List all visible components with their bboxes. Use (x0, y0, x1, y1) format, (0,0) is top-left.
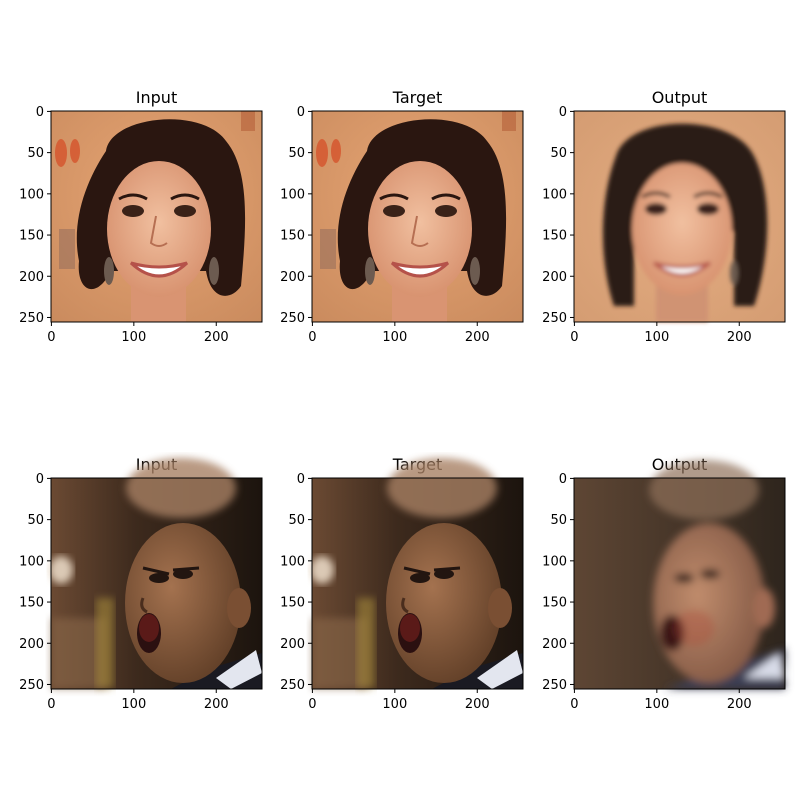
panel-title: Output (652, 88, 708, 107)
x-tick-label: 100 (382, 330, 407, 345)
y-tick-label: 200 (280, 270, 305, 285)
y-tick-label: 200 (542, 637, 567, 652)
y-tick-label: 200 (19, 637, 44, 652)
panel-row-1-output: Output (574, 88, 785, 322)
y-tick-label: 50 (550, 146, 567, 161)
x-tick-label: 200 (727, 330, 752, 345)
panel-title: Target (392, 88, 443, 107)
y-tick-label: 200 (280, 637, 305, 652)
y-tick-label: 150 (542, 596, 567, 611)
y-tick-label: 100 (19, 187, 44, 202)
y-tick-label: 250 (19, 311, 44, 326)
y-tick-label: 50 (288, 513, 305, 528)
y-tick-label: 50 (288, 146, 305, 161)
axes-frame (573, 110, 786, 323)
y-tick-label: 100 (19, 554, 44, 569)
axes-frame (311, 477, 524, 690)
panel-row-2-input: Input (49, 455, 262, 689)
y-tick-label: 0 (559, 472, 567, 487)
axes-frame (573, 477, 786, 690)
axes-frame (50, 110, 263, 323)
image-bald-man-input (49, 458, 262, 689)
y-tick-label: 200 (19, 270, 44, 285)
y-tick-label: 250 (19, 678, 44, 693)
image-bald-man-output (574, 460, 785, 689)
x-tick-label: 200 (465, 697, 490, 712)
y-tick-label: 150 (19, 229, 44, 244)
image-bald-man-target (310, 458, 523, 689)
y-tick-label: 50 (27, 513, 44, 528)
y-tick-label: 250 (542, 311, 567, 326)
y-tick-label: 0 (36, 472, 44, 487)
axes-frame (311, 110, 524, 323)
y-tick-label: 250 (280, 678, 305, 693)
y-tick-label: 100 (542, 554, 567, 569)
y-tick-label: 50 (550, 513, 567, 528)
image-portrait-woman-output (574, 111, 785, 322)
x-tick-label: 0 (570, 697, 578, 712)
x-tick-label: 0 (47, 330, 55, 345)
y-tick-label: 250 (542, 678, 567, 693)
y-tick-label: 100 (280, 554, 305, 569)
x-tick-label: 100 (644, 330, 669, 345)
panel-row-1-target: Target (310, 88, 525, 324)
y-tick-label: 150 (280, 596, 305, 611)
panel-row-2-target: Target (310, 455, 523, 689)
image-portrait-woman-input (49, 109, 264, 324)
y-tick-label: 150 (19, 596, 44, 611)
x-tick-label: 200 (204, 330, 229, 345)
x-tick-label: 100 (382, 697, 407, 712)
x-tick-label: 0 (570, 330, 578, 345)
x-tick-label: 100 (644, 697, 669, 712)
panel-title: Input (136, 88, 177, 107)
image-portrait-woman-target (310, 109, 525, 324)
x-tick-label: 200 (727, 697, 752, 712)
x-tick-label: 0 (47, 697, 55, 712)
x-tick-label: 100 (121, 697, 146, 712)
y-tick-label: 0 (297, 472, 305, 487)
y-tick-label: 150 (280, 229, 305, 244)
x-tick-label: 100 (121, 330, 146, 345)
y-tick-label: 250 (280, 311, 305, 326)
x-tick-label: 0 (308, 330, 316, 345)
y-tick-label: 200 (542, 270, 567, 285)
y-tick-label: 100 (280, 187, 305, 202)
y-tick-label: 0 (297, 105, 305, 120)
x-tick-label: 0 (308, 697, 316, 712)
y-tick-label: 0 (559, 105, 567, 120)
x-tick-label: 200 (204, 697, 229, 712)
x-tick-label: 200 (465, 330, 490, 345)
y-tick-label: 50 (27, 146, 44, 161)
panel-row-1-input: Input (49, 88, 264, 324)
panel-row-2-output: Output (573, 455, 786, 690)
axes-frame (50, 477, 263, 690)
y-tick-label: 100 (542, 187, 567, 202)
y-tick-label: 150 (542, 229, 567, 244)
y-tick-label: 0 (36, 105, 44, 120)
